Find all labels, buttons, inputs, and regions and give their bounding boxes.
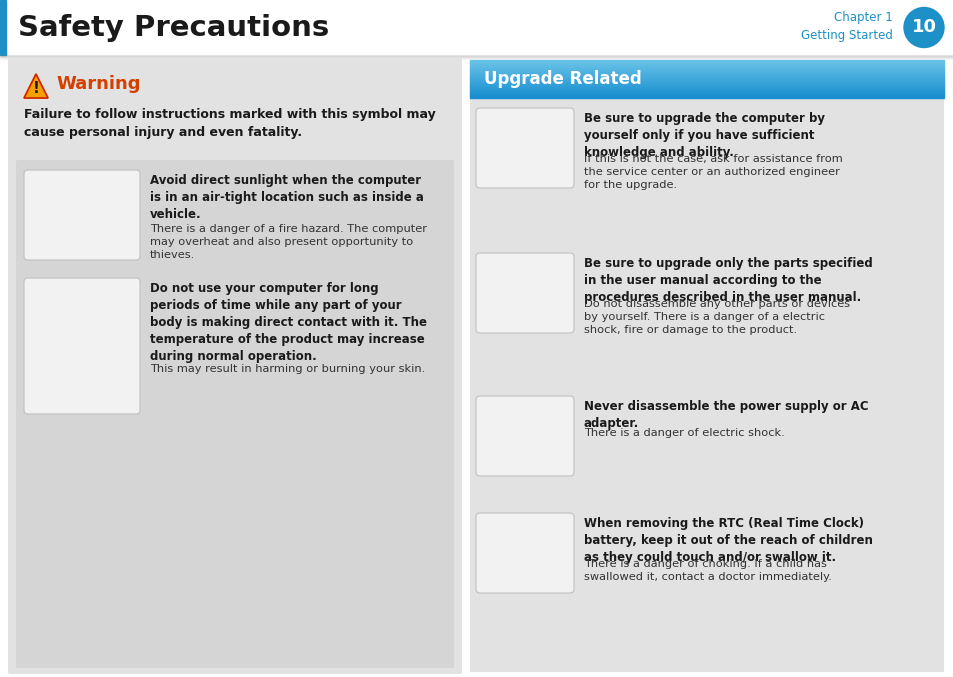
FancyBboxPatch shape: [24, 170, 140, 260]
Text: Be sure to upgrade the computer by
yourself only if you have sufficient
knowledg: Be sure to upgrade the computer by yours…: [583, 112, 824, 158]
Bar: [470, 61, 943, 62]
Bar: [470, 91, 943, 92]
Bar: [470, 64, 943, 65]
FancyBboxPatch shape: [476, 108, 574, 188]
Bar: [470, 79, 943, 80]
Polygon shape: [24, 74, 48, 98]
Bar: [470, 89, 943, 90]
Bar: [470, 71, 943, 72]
Text: Warning: Warning: [56, 75, 140, 93]
FancyBboxPatch shape: [8, 58, 461, 674]
Text: When removing the RTC (Real Time Clock)
battery, keep it out of the reach of chi: When removing the RTC (Real Time Clock) …: [583, 517, 872, 563]
FancyBboxPatch shape: [476, 396, 574, 476]
Bar: [470, 68, 943, 69]
Text: Do not disassemble any other parts or devices
by yourself. There is a danger of : Do not disassemble any other parts or de…: [583, 299, 849, 334]
Bar: [0, 0, 6, 55]
Bar: [470, 70, 943, 71]
FancyBboxPatch shape: [16, 160, 454, 668]
Text: Getting Started: Getting Started: [801, 30, 892, 43]
Bar: [470, 63, 943, 64]
Bar: [470, 92, 943, 93]
Text: Do not use your computer for long
periods of time while any part of your
body is: Do not use your computer for long period…: [150, 282, 427, 363]
Bar: [470, 93, 943, 94]
Bar: [470, 65, 943, 66]
Bar: [470, 78, 943, 79]
FancyBboxPatch shape: [476, 513, 574, 593]
Bar: [470, 69, 943, 70]
FancyBboxPatch shape: [470, 60, 943, 672]
Bar: [470, 82, 943, 83]
Bar: [470, 85, 943, 86]
Circle shape: [903, 7, 943, 47]
Text: Upgrade Related: Upgrade Related: [483, 70, 641, 88]
Text: There is a danger of a fire hazard. The computer
may overheat and also present o: There is a danger of a fire hazard. The …: [150, 224, 427, 261]
Bar: [470, 83, 943, 84]
Text: Safety Precautions: Safety Precautions: [18, 14, 329, 41]
Bar: [470, 97, 943, 98]
Text: If this is not the case, ask for assistance from
the service center or an author: If this is not the case, ask for assista…: [583, 154, 841, 190]
Bar: [470, 81, 943, 82]
Text: !: !: [32, 81, 39, 96]
Bar: [470, 77, 943, 78]
Text: Never disassemble the power supply or AC
adapter.: Never disassemble the power supply or AC…: [583, 400, 868, 430]
Bar: [470, 60, 943, 61]
Bar: [470, 74, 943, 75]
Bar: [470, 76, 943, 77]
Text: Be sure to upgrade only the parts specified
in the user manual according to the
: Be sure to upgrade only the parts specif…: [583, 257, 872, 303]
Bar: [0, 55, 953, 56]
FancyBboxPatch shape: [24, 278, 140, 414]
Bar: [470, 88, 943, 89]
Bar: [0, 56, 953, 57]
Bar: [470, 67, 943, 68]
Text: Avoid direct sunlight when the computer
is in an air-tight location such as insi: Avoid direct sunlight when the computer …: [150, 174, 423, 221]
Text: This may result in harming or burning your skin.: This may result in harming or burning yo…: [150, 364, 425, 374]
Bar: [470, 73, 943, 74]
Bar: [470, 94, 943, 95]
Bar: [470, 80, 943, 81]
Bar: [470, 86, 943, 87]
Bar: [470, 87, 943, 88]
Text: There is a danger of electric shock.: There is a danger of electric shock.: [583, 429, 784, 439]
Bar: [470, 62, 943, 63]
Bar: [0, 58, 953, 59]
Bar: [470, 96, 943, 97]
FancyBboxPatch shape: [476, 253, 574, 333]
Text: Chapter 1: Chapter 1: [833, 11, 892, 24]
Text: 10: 10: [910, 18, 936, 37]
Bar: [0, 0, 953, 55]
Bar: [470, 95, 943, 96]
Bar: [470, 75, 943, 76]
Bar: [470, 66, 943, 67]
Bar: [470, 84, 943, 85]
Text: Failure to follow instructions marked with this symbol may
cause personal injury: Failure to follow instructions marked wi…: [24, 108, 436, 139]
Text: There is a danger of choking. If a child has
swallowed it, contact a doctor imme: There is a danger of choking. If a child…: [583, 559, 831, 582]
Bar: [0, 57, 953, 58]
Bar: [470, 90, 943, 91]
Bar: [470, 72, 943, 73]
